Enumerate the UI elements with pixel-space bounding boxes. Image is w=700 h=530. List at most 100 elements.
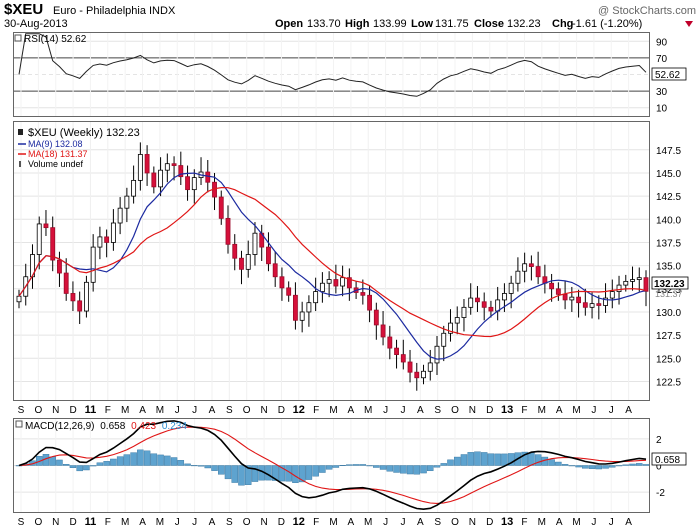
macd-histogram-bar (501, 453, 508, 466)
macd-histogram-bar (480, 452, 488, 466)
macd-histogram-bar (595, 465, 603, 470)
rsi-last-tag: 52.62 (651, 67, 687, 81)
candle-up (319, 282, 325, 292)
x-tick-label-macd: J (400, 517, 405, 528)
macd-histogram-bar (602, 465, 609, 469)
candle-down (528, 263, 534, 267)
macd-histogram-bar (137, 449, 144, 466)
candle-up (340, 277, 346, 287)
candle-up (623, 280, 629, 286)
candle-up (16, 295, 22, 303)
volume-legend: Volume undef (28, 159, 84, 169)
macd-histogram-bar (62, 464, 70, 466)
x-tick-label-macd: A (209, 517, 216, 528)
x-tick-label-macd: M (364, 517, 372, 528)
macd-histogram-bar (251, 465, 259, 482)
candle-down (414, 371, 420, 379)
candle-down (576, 296, 582, 304)
x-tick-label-macd: O (451, 517, 459, 528)
candle-up (131, 179, 137, 197)
price-tick-label: 132.5 (656, 285, 681, 296)
x-tick-label: D (278, 405, 285, 416)
open-value: 133.70 (307, 18, 341, 30)
candle-up (454, 317, 460, 324)
candle-down (373, 309, 379, 326)
macd-histogram-bar (278, 465, 286, 482)
candle-up (609, 291, 615, 299)
x-tick-label: D (69, 405, 76, 416)
rsi-legend-box (14, 34, 22, 42)
macd-signal-line (18, 426, 647, 504)
low-label: Low (411, 18, 433, 30)
candle-up (441, 332, 447, 347)
macd-histogram-bar (103, 461, 110, 466)
macd-histogram-bar (49, 456, 56, 466)
candle-up (427, 362, 433, 372)
candle-down (292, 294, 298, 321)
x-tick-label-macd: J (175, 517, 180, 528)
candle-down (394, 347, 399, 355)
x-tick-label-macd: 13 (501, 516, 513, 528)
candle-up (124, 195, 130, 209)
macd-histogram-bar (35, 456, 43, 466)
x-tick-label-macd: M (121, 517, 129, 528)
x-tick-label-macd: S (226, 517, 233, 528)
macd-histogram-bar (642, 464, 650, 466)
x-tick-label: N (469, 405, 476, 416)
candle-down (57, 259, 62, 274)
candle-up (158, 169, 164, 188)
candle-down (346, 277, 352, 289)
watermark: @ StockCharts.com (598, 5, 696, 17)
macd-last-tag: 0.658 (651, 452, 687, 466)
x-tick-label: A (625, 405, 632, 416)
candle-up (434, 345, 440, 364)
x-tick-label: F (105, 405, 111, 416)
candle-down (104, 236, 110, 243)
candle-up (522, 263, 528, 272)
x-tick-label: M (572, 405, 580, 416)
x-tick-label: S (18, 405, 25, 416)
candle-up (508, 282, 514, 294)
macd-histogram-bar (447, 459, 454, 466)
macd-histogram-bar (224, 465, 232, 480)
candle-up (313, 291, 319, 304)
close-value: 132.23 (507, 18, 541, 30)
price-plot (16, 142, 649, 391)
macd-histogram-bar (130, 452, 137, 466)
candle-up (83, 281, 89, 312)
x-tick-label-macd: S (434, 517, 441, 528)
price-tick-label: 122.5 (656, 377, 681, 388)
price-tick-label: 142.5 (656, 192, 681, 203)
candle-up (90, 246, 96, 283)
macd-histogram-bar (238, 465, 245, 486)
candle-down (535, 266, 541, 278)
candle-down (475, 297, 480, 303)
x-tick-label-macd: M (156, 517, 164, 528)
x-tick-label: A (209, 405, 216, 416)
candle-down (488, 306, 494, 312)
ma18-last-value: 131.37 (655, 289, 683, 299)
candle-down (185, 176, 190, 191)
macd-label-macd: 0.658 (100, 421, 125, 432)
x-tick-label-macd: J (192, 517, 197, 528)
macd-histogram-bar (298, 465, 306, 483)
macd-histogram-bar (366, 465, 373, 467)
x-tick-label: M (329, 405, 337, 416)
macd-histogram-bar (561, 464, 569, 466)
macd-histogram-bar (204, 465, 212, 469)
macd-tick-label: -2 (656, 488, 665, 499)
x-axis: SSOONNDD1111FFMMAAMMJJJJAASSOONNDD1212FF… (18, 404, 633, 528)
rsi-line (18, 33, 647, 97)
rsi-tick-label: 90 (656, 37, 668, 48)
candle-down (380, 324, 386, 338)
price-tick-label: 140.0 (656, 215, 681, 226)
price-legend: $XEU (Weekly) 132.23 (28, 127, 140, 139)
x-tick-label-macd: N (260, 517, 267, 528)
candle-down (279, 276, 285, 289)
x-tick-label: N (52, 405, 59, 416)
x-tick-label: M (156, 405, 164, 416)
candle-down (333, 279, 339, 287)
candle-up (164, 163, 170, 171)
candle-down (266, 246, 271, 265)
macd-histogram-bar (89, 465, 97, 467)
